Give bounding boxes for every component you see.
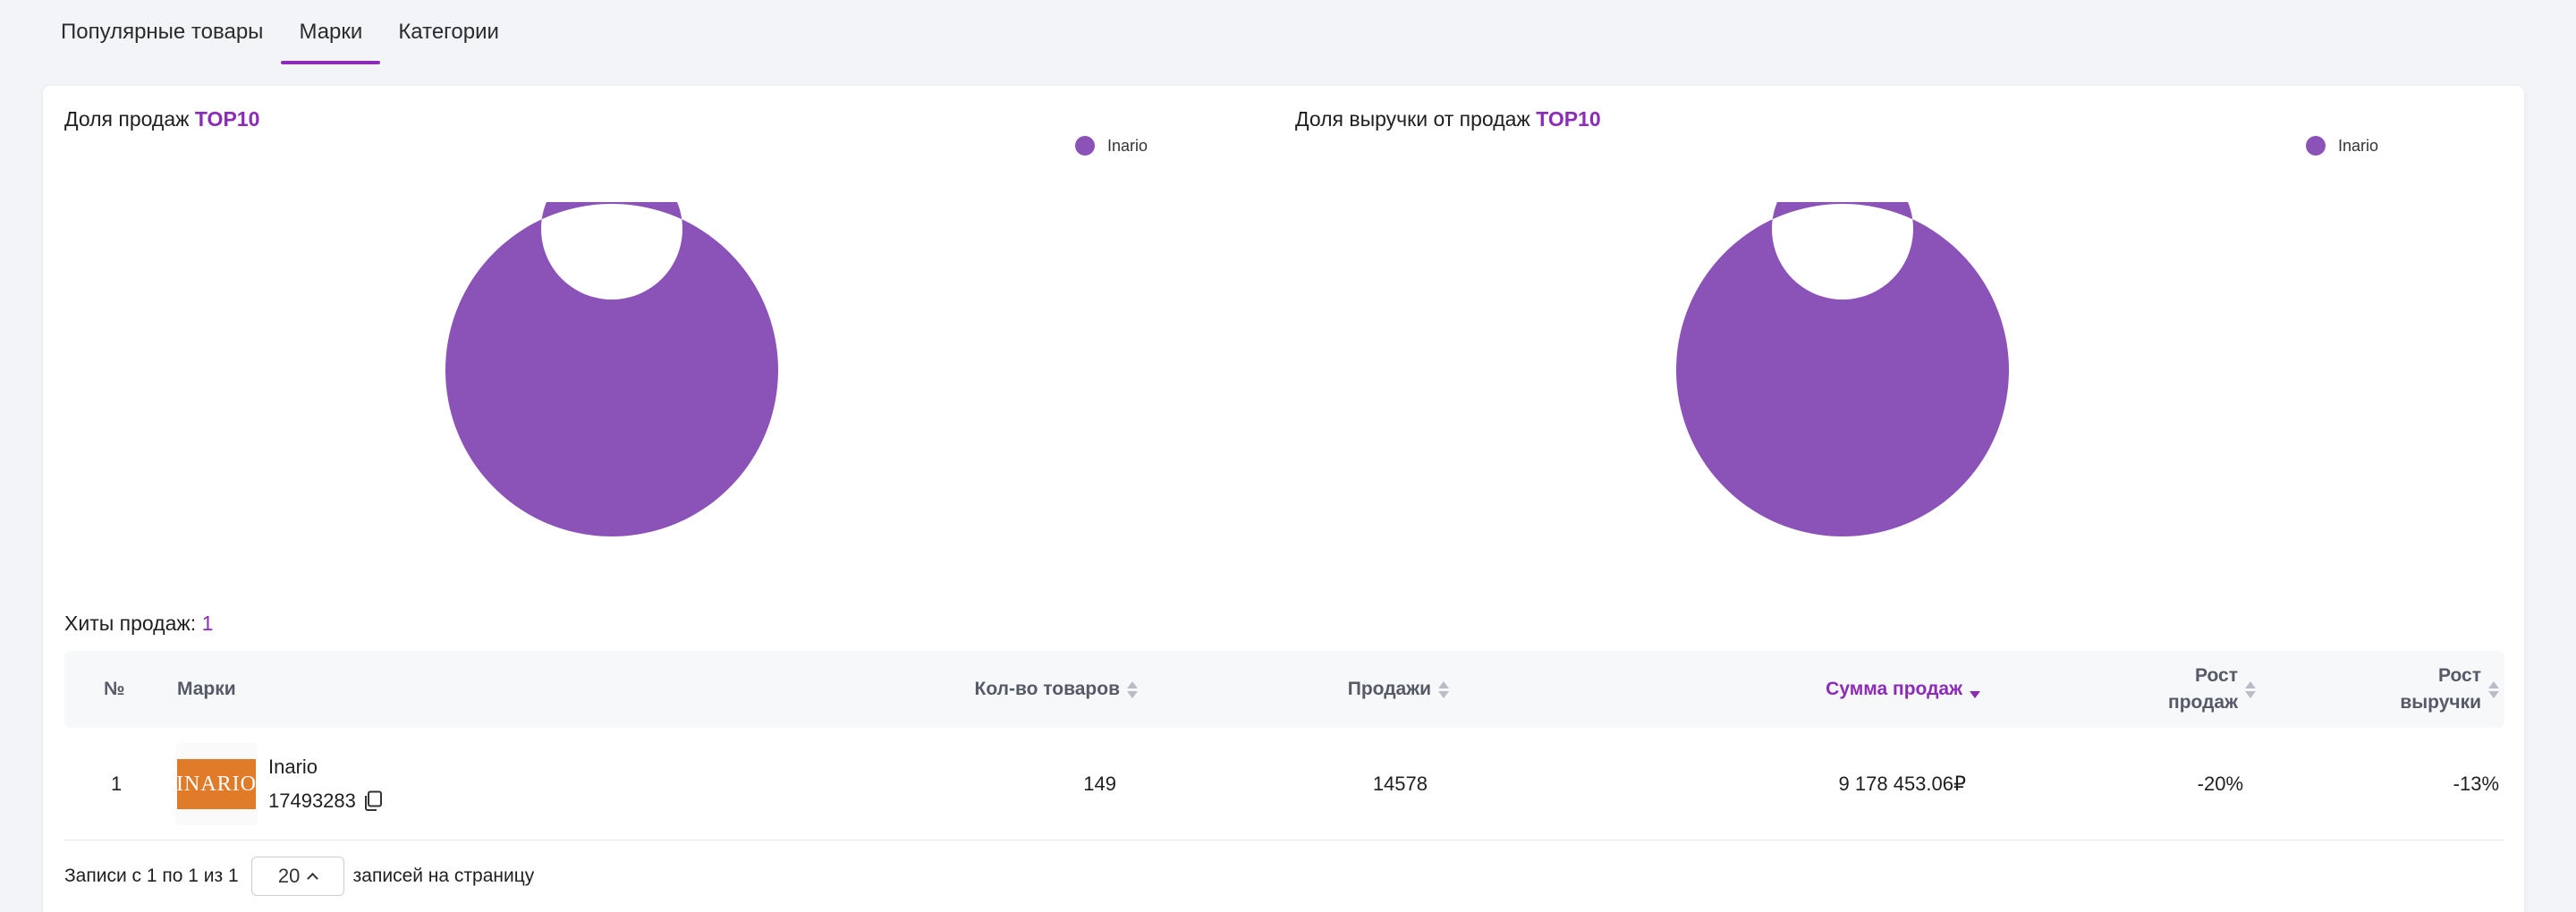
col-sales-sort[interactable]: Продажи [1227,651,1449,728]
legend-marker [1075,136,1095,156]
cell-sales: 14578 [1372,773,1428,795]
sort-icon [1438,680,1449,698]
header-label: Марки [177,679,236,699]
cell-growth-revenue: -13% [2453,773,2499,795]
table-header: № Марки Кол-во товаров Продажи Сумма про… [64,651,2504,728]
col-growth-revenue-sort[interactable]: Рост выручки [2301,651,2499,728]
chart-title-highlight: TOP10 [1536,107,1601,131]
chart-title-highlight: TOP10 [194,107,260,131]
per-page-value: 20 [277,865,301,887]
sales-share-legend[interactable]: Inario [1075,136,1148,156]
cell-growth-sales: -20% [2197,773,2243,795]
tab-categories[interactable]: Категории [380,0,517,64]
header-label: Сумма продаж [1826,679,1962,699]
col-sum-sort[interactable]: Сумма продаж [1585,651,1980,728]
tab-popular-products[interactable]: Популярные товары [43,0,281,64]
chevron-up-icon [307,873,319,884]
revenue-share-title: Доля выручки от продаж TOP10 [1295,107,1601,131]
cell-brand: INARIO Inario 17493283 [175,728,383,840]
cell-qty: 149 [1083,773,1116,795]
header-label-line: Рост [2438,665,2481,686]
tab-bar: Популярные товары Марки Категории [43,0,517,64]
sort-icon [2245,680,2256,698]
brand-id: 17493283 [268,790,383,813]
tab-label: Марки [299,20,363,44]
brand-info: Inario 17493283 [268,756,383,813]
hits-count: 1 [201,612,214,635]
legend-marker [2306,136,2326,156]
brand-id-value: 17493283 [268,790,356,812]
cell-sum: 9 178 453.06₽ [1838,773,1966,795]
col-growth-sales-sort[interactable]: Рост продаж [2032,651,2256,728]
brand-name-link[interactable]: Inario [268,756,318,778]
revenue-share-legend[interactable]: Inario [2306,136,2378,156]
revenue-share-donut-chart [1676,202,2009,536]
chart-title-text: Доля продаж [64,107,190,131]
donut-slice-inario[interactable] [445,202,778,536]
header-label-line: выручки [2400,692,2481,713]
hits-text: Хиты продаж: [64,612,197,635]
chart-title-text: Доля выручки от продаж [1295,107,1530,131]
sort-icon [1127,680,1138,698]
sort-icon [2488,680,2499,698]
legend-label: Inario [1107,136,1148,155]
donut-slice-inario[interactable] [1676,202,2009,536]
tab-label: Популярные товары [61,20,264,44]
table-row[interactable]: 1 INARIO Inario 17493283 [64,728,2504,840]
header-label-line: Рост [2195,665,2238,686]
header-label: Рост выручки [2400,663,2481,716]
legend-label: Inario [2338,136,2379,155]
col-qty-sort[interactable]: Кол-во товаров [869,651,1138,728]
per-page-label: записей на страницу [352,866,535,886]
sales-share-title: Доля продаж TOP10 [64,107,259,131]
header-label-line: продаж [2168,692,2238,713]
records-info: Записи с 1 по 1 из 1 [64,866,239,886]
col-number: № [104,651,124,728]
header-label: № [104,679,125,699]
cell-number: 1 [111,773,123,795]
brands-table: № Марки Кол-во товаров Продажи Сумма про… [64,651,2504,840]
header-label: Продажи [1347,679,1431,699]
pagination-footer: Записи с 1 по 1 из 1 20 записей на стран… [64,857,534,896]
sort-desc-icon [1970,681,1980,698]
header-label: Кол-во товаров [974,679,1120,699]
per-page-select[interactable]: 20 [250,857,344,896]
col-brand: Марки [177,651,236,728]
sales-hits-label: Хиты продаж: 1 [64,612,213,636]
brand-logo-image: INARIO [176,759,256,809]
brand-logo[interactable]: INARIO [175,743,258,825]
sales-share-donut-chart [445,202,778,536]
tab-label: Категории [398,20,499,44]
tab-brands[interactable]: Марки [281,0,381,64]
copy-icon[interactable] [363,790,383,812]
brands-card: Доля продаж TOP10 Inario Доля выручки от… [43,86,2524,912]
header-label: Рост продаж [2168,663,2238,716]
